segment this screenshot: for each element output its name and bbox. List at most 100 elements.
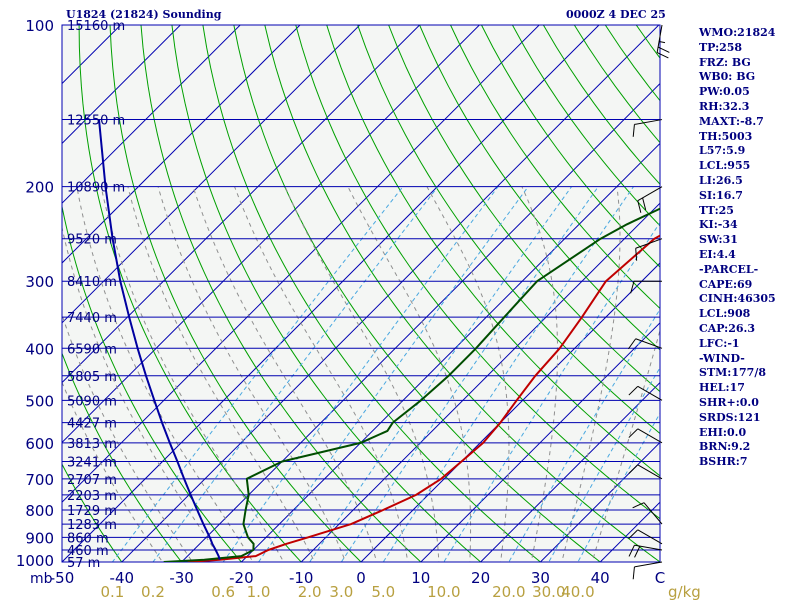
dry-adiabat-line [62, 463, 123, 562]
mixing-ratio-label: 1.0 [247, 583, 271, 600]
isotherm-line [121, 25, 660, 562]
index-item: CAPE:69 [699, 277, 753, 291]
height-label: 5090 m [67, 394, 117, 409]
isotherm-line [62, 25, 481, 444]
dewpoint-line [163, 207, 660, 562]
wind-barb-flag [656, 52, 669, 59]
height-label: 8410 m [67, 275, 117, 290]
y-tick-label: 600 [25, 435, 54, 453]
y-tick-label: 800 [25, 502, 54, 520]
mixing-ratio-line [548, 366, 660, 562]
wind-barb-staff [637, 529, 663, 545]
dry-adiabat-line [233, 25, 602, 562]
isotherm-line [420, 322, 660, 562]
moist-adiabat-line [62, 380, 164, 562]
wind-barb [632, 119, 663, 137]
dry-adiabat-line [62, 351, 183, 562]
y-tick-label: 700 [25, 471, 54, 489]
x-tick-label: 10 [411, 569, 430, 587]
temperature-line [187, 234, 660, 562]
index-item: TT:25 [699, 203, 734, 217]
isotherm-line [479, 381, 660, 562]
index-item: WB0: BG [699, 70, 756, 84]
x-tick-label: -10 [289, 569, 314, 587]
moist-adiabat-line [234, 186, 409, 562]
wind-barb-staff [635, 238, 663, 249]
dry-adiabat-line [419, 25, 660, 351]
wind-barb-staff [656, 24, 663, 53]
height-label: 6590 m [67, 342, 117, 357]
height-label: 1283 m [67, 518, 117, 533]
index-item: BSHR:7 [699, 455, 748, 469]
dry-adiabat-line [295, 25, 660, 520]
mixing-ratio-line [508, 308, 660, 562]
height-label: 7440 m [67, 311, 117, 326]
x-tick-label: 0 [356, 569, 366, 587]
height-label: 4427 m [67, 417, 117, 432]
mixing-ratio-unit: g/kg [668, 583, 701, 600]
isotherm-line [62, 25, 301, 264]
isotherm-line [62, 25, 600, 562]
moist-adiabat-line [157, 186, 347, 562]
isotherm-line [62, 25, 182, 145]
moist-adiabat-line [426, 186, 510, 562]
wind-barb-staff [643, 502, 663, 525]
dry-adiabat-line [202, 25, 542, 562]
background-grid [62, 25, 660, 562]
wind-barb-staff [634, 544, 663, 551]
index-item: SW:31 [699, 233, 738, 247]
height-label: 3241 m [67, 456, 117, 471]
wind-barb [628, 338, 663, 350]
height-label: 1729 m [67, 504, 117, 519]
dry-adiabat-line [62, 203, 243, 562]
dry-adiabat-line [264, 25, 660, 562]
wind-barb-flag [628, 464, 639, 474]
index-item: EHI:0.0 [699, 425, 747, 439]
mixing-ratio-label: 0.2 [141, 583, 165, 600]
index-item: HEL:17 [699, 381, 745, 395]
wind-barb-staff [635, 338, 663, 349]
dry-adiabat-line [326, 25, 660, 477]
wind-barb-flag [637, 200, 642, 213]
wind-barb-staff [637, 464, 663, 480]
mixing-ratio-line [443, 221, 660, 562]
height-label: 12550 m [67, 114, 125, 129]
wind-barb-flag [630, 281, 635, 294]
wind-barb [628, 544, 663, 558]
x-tick-label: 40 [591, 569, 610, 587]
isotherm-line [300, 202, 660, 562]
index-item: BRN:9.2 [699, 440, 751, 454]
isotherm-line [62, 25, 241, 204]
y-axis-unit: mb [30, 571, 53, 587]
index-item: CINH:46305 [699, 292, 776, 306]
mixing-ratio-line [309, 186, 572, 562]
wind-barb-flag [628, 428, 639, 438]
dry-adiabat-line [357, 25, 660, 435]
height-label: 2203 m [67, 489, 117, 504]
index-item: SRDS:121 [699, 410, 761, 424]
wind-barb-flag [628, 529, 639, 539]
wind-barbs [628, 24, 670, 580]
x-tick-label: -20 [229, 569, 254, 587]
moist-adiabat-line [127, 186, 316, 562]
height-label: 57 m [67, 556, 100, 571]
index-item: RH:32.3 [699, 99, 750, 113]
wind-barb [630, 280, 662, 294]
wind-barb-staff [637, 186, 663, 202]
dry-adiabat-line [109, 25, 362, 562]
index-item: FRZ: BG [699, 55, 751, 69]
index-item: WMO:21824 [699, 26, 776, 39]
mixing-ratio-label: 0.6 [211, 583, 235, 600]
y-tick-label: 900 [25, 529, 54, 547]
wind-barb [628, 529, 663, 545]
wind-barb-flag [642, 197, 647, 211]
wind-barb [632, 561, 663, 580]
mixing-ratio-label: 40.0 [561, 583, 594, 600]
index-item: STM:177/8 [699, 366, 766, 380]
y-tick-label: 500 [25, 392, 54, 410]
mixing-ratio-line [257, 186, 529, 562]
mixing-ratio-line [577, 412, 660, 562]
y-tick-label: 1000 [16, 552, 54, 570]
wind-barb-flag [632, 566, 635, 580]
